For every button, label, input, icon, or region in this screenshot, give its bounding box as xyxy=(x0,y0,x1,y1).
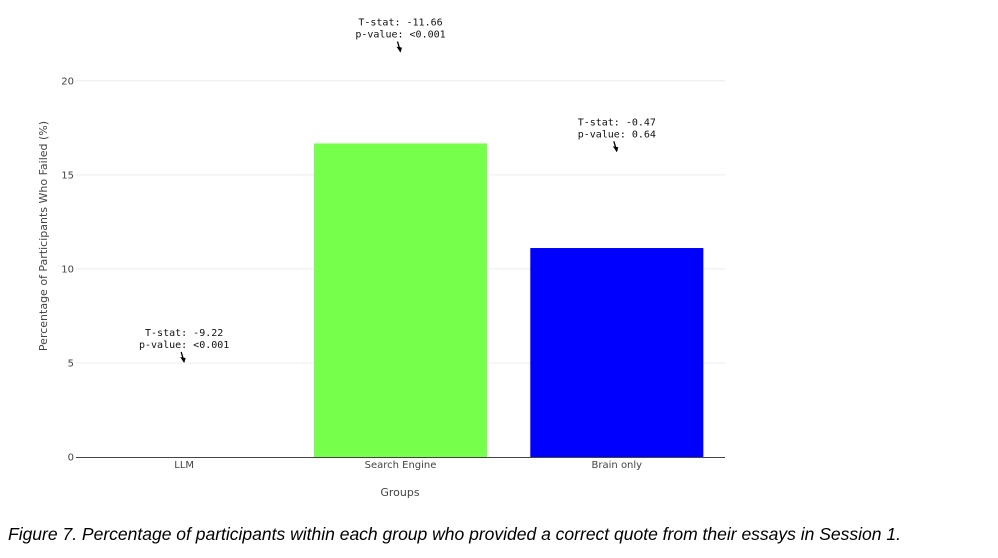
annotation-tstat: T-stat: -0.47 xyxy=(578,117,656,128)
annotation-pvalue: p-value: <0.001 xyxy=(355,30,445,41)
x-axis-title: Groups xyxy=(380,486,419,499)
annotation-pvalue: p-value: 0.64 xyxy=(578,129,656,140)
bar-chart: 0 5 10 15 20 LLM Search Engine Brain only T-sta… xyxy=(37,18,725,499)
x-tick-label: Search Engine xyxy=(365,460,437,471)
bars xyxy=(313,143,704,457)
annotation-arrow-head xyxy=(396,46,402,53)
bar xyxy=(530,248,704,457)
axes: 0 5 10 15 20 LLM Search Engine Brain only xyxy=(61,76,725,471)
y-tick-label: 0 xyxy=(68,453,74,464)
stat-annotation: T-stat: -0.47p-value: 0.64 xyxy=(578,117,656,153)
y-axis-title: Percentage of Participants Who Failed (%… xyxy=(37,121,50,351)
annotation-tstat: T-stat: -11.66 xyxy=(358,18,442,29)
annotation-arrow-head xyxy=(180,356,186,363)
bar xyxy=(313,143,488,457)
y-tick-label: 20 xyxy=(61,76,74,87)
annotation-arrow-head xyxy=(612,146,619,153)
x-tick-label: LLM xyxy=(174,460,194,471)
annotation-pvalue: p-value: <0.001 xyxy=(139,340,229,351)
y-tick-label: 15 xyxy=(61,170,74,181)
x-tick-label: Brain only xyxy=(592,460,643,471)
annotation-tstat: T-stat: -9.22 xyxy=(145,328,223,339)
y-tick-label: 10 xyxy=(61,264,74,275)
stat-annotation: T-stat: -9.22p-value: <0.001 xyxy=(139,328,229,363)
y-tick-label: 5 xyxy=(68,358,74,369)
figure-caption: Figure 7. Percentage of participants wit… xyxy=(8,524,901,544)
stat-annotation: T-stat: -11.66p-value: <0.001 xyxy=(355,18,446,53)
